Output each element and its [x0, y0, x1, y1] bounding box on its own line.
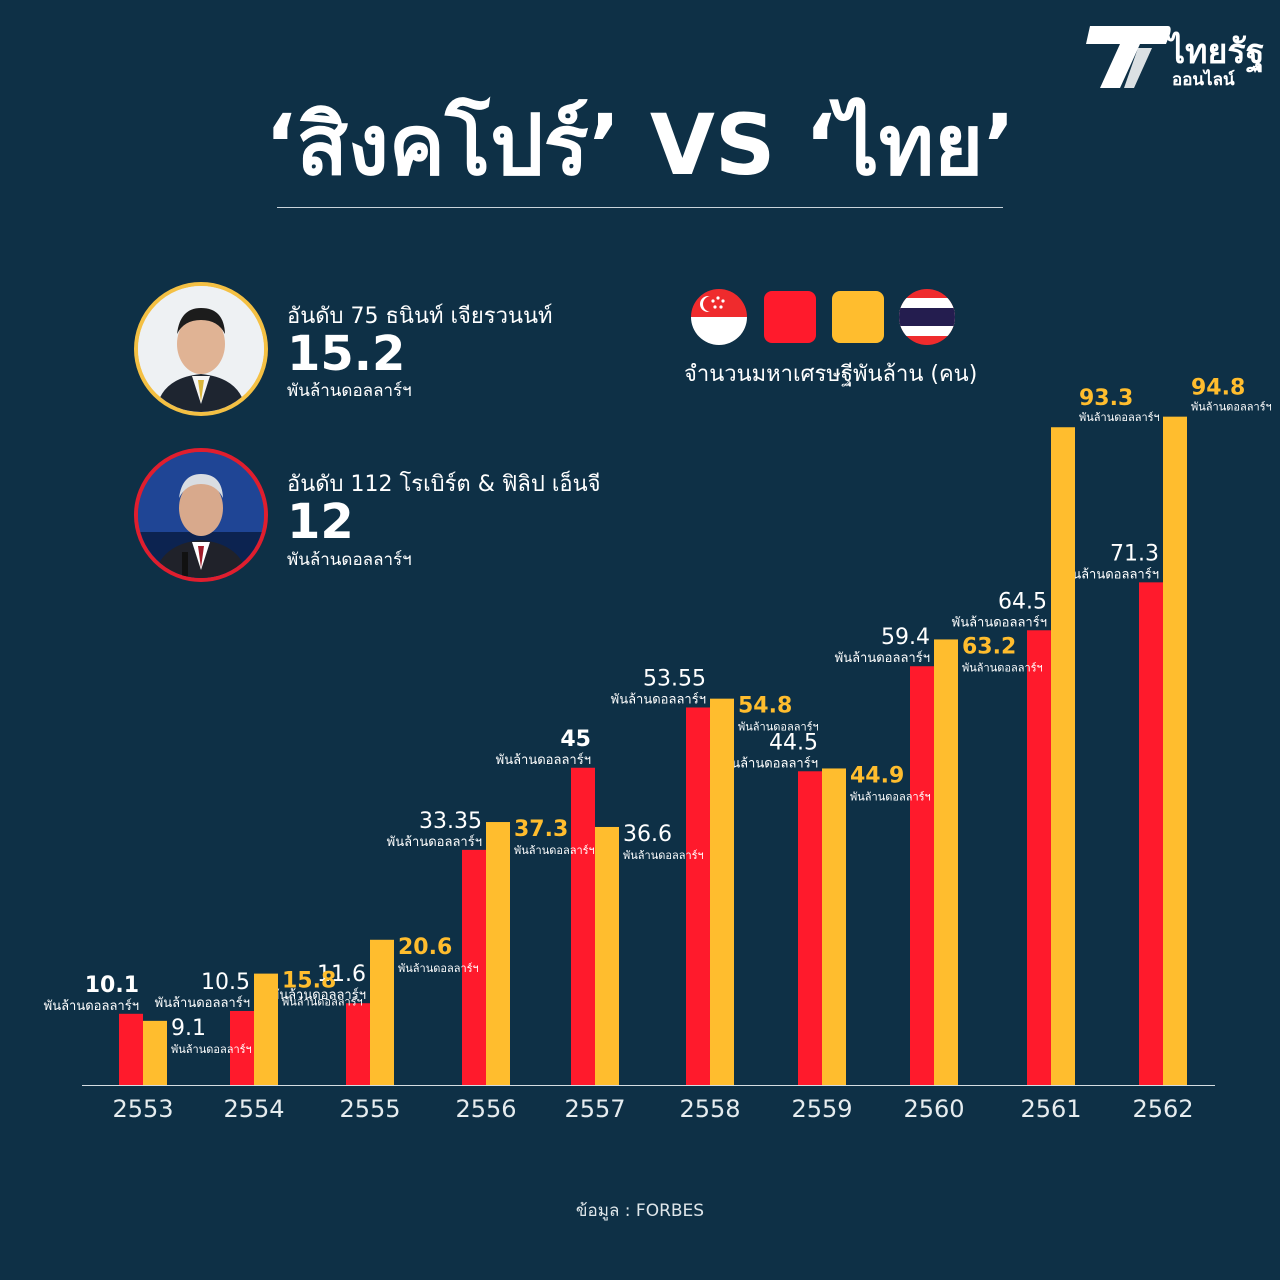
bar-singapore-2560 [910, 666, 934, 1085]
unit-label-singapore-2554: พันล้านดอลลาร์ฯ [155, 995, 250, 1011]
unit-label-singapore-2557: พันล้านดอลลาร์ฯ [496, 752, 591, 768]
unit-label-thailand-2562: พันล้านดอลลาร์ฯ [1191, 401, 1272, 414]
x-tick-2560: 2560 [903, 1095, 964, 1123]
value-label-singapore-2557: 45 [560, 727, 591, 752]
net-worth-1: 15.2 [287, 326, 406, 382]
value-label-thailand-2553: 9.1 [171, 1016, 206, 1041]
rank-label-1: อันดับ 75 ธนินท์ เจียรวนนท์ [287, 304, 553, 329]
bar-singapore-2556 [462, 849, 486, 1085]
value-label-thailand-2555: 20.6 [398, 935, 452, 960]
legend-caption: จำนวนมหาเศรษฐีพันล้าน (คน) [684, 362, 978, 387]
x-tick-2556: 2556 [455, 1095, 516, 1123]
bar-singapore-2562 [1139, 582, 1163, 1085]
bar-thailand-2562 [1163, 416, 1187, 1085]
x-tick-2555: 2555 [339, 1095, 400, 1123]
value-label-thailand-2562: 94.8 [1191, 376, 1245, 401]
bar-thailand-2559 [822, 768, 846, 1085]
value-label-singapore-2559: 44.5 [769, 730, 818, 755]
unit-label-thailand-2561: พันล้านดอลลาร์ฯ [1079, 411, 1160, 424]
unit-label-singapore-2560: พันล้านดอลลาร์ฯ [835, 650, 930, 666]
thailand-flag-icon [899, 289, 955, 345]
value-label-singapore-2556: 33.35 [419, 809, 482, 834]
unit-label-singapore-2553: พันล้านดอลลาร์ฯ [44, 998, 139, 1014]
avatar-ng-brothers [134, 448, 268, 582]
bar-thailand-2558 [710, 698, 734, 1085]
title-divider [277, 207, 1003, 208]
value-label-singapore-2561: 64.5 [998, 589, 1047, 614]
net-worth-2: 12 [287, 494, 354, 550]
bar-singapore-2558 [686, 707, 710, 1085]
bar-singapore-2554 [230, 1010, 254, 1085]
unit-label-thailand-2555: พันล้านดอลลาร์ฯ [398, 962, 479, 975]
unit-label-2: พันล้านดอลลาร์ฯ [287, 550, 412, 570]
unit-label-thailand-2558: พันล้านดอลลาร์ฯ [738, 721, 819, 734]
rank-label-2: อันดับ 112 โรเบิร์ต & ฟิลิป เอ็นจี [287, 472, 601, 497]
bar-thailand-2561 [1051, 427, 1075, 1085]
bar-thailand-2556 [486, 822, 510, 1085]
thairath-logo-icon [1086, 26, 1171, 88]
unit-label-thailand-2559: พันล้านดอลลาร์ฯ [850, 790, 931, 803]
page-title: ‘สิงคโปร์’ VS ‘ไทย’ [264, 96, 1016, 194]
value-label-singapore-2555: 11.6 [317, 962, 366, 987]
value-label-singapore-2558: 53.55 [643, 666, 706, 691]
value-label-singapore-2560: 59.4 [881, 625, 930, 650]
unit-label-singapore-2556: พันล้านดอลลาร์ฯ [387, 834, 482, 850]
bar-thailand-2557 [595, 826, 619, 1085]
bar-singapore-2557 [571, 767, 595, 1085]
x-tick-2554: 2554 [223, 1095, 284, 1123]
value-label-thailand-2558: 54.8 [738, 694, 792, 719]
unit-label-singapore-2558: พันล้านดอลลาร์ฯ [611, 691, 706, 707]
value-label-singapore-2553: 10.1 [85, 973, 139, 998]
x-tick-2557: 2557 [564, 1095, 625, 1123]
unit-label-singapore-2559: พันล้านดอลลาร์ฯ [723, 755, 818, 771]
unit-label-thailand-2557: พันล้านดอลลาร์ฯ [623, 849, 704, 862]
value-label-thailand-2556: 37.3 [514, 817, 568, 842]
avatar-dhanin [134, 282, 268, 416]
brand-name: ไทยรัฐ [1168, 32, 1265, 72]
bar-thailand-2560 [934, 639, 958, 1085]
bar-singapore-2553 [119, 1013, 143, 1085]
value-label-singapore-2554: 10.5 [201, 970, 250, 995]
x-tick-2562: 2562 [1132, 1095, 1193, 1123]
unit-label-singapore-2561: พันล้านดอลลาร์ฯ [952, 614, 1047, 630]
unit-label-singapore-2562: พันล้านดอลลาร์ฯ [1064, 566, 1159, 582]
unit-label-thailand-2556: พันล้านดอลลาร์ฯ [514, 844, 595, 857]
value-label-thailand-2554: 15.8 [282, 969, 336, 994]
unit-label-1: พันล้านดอลลาร์ฯ [287, 381, 412, 401]
unit-label-thailand-2554: พันล้านดอลลาร์ฯ [282, 996, 363, 1009]
value-label-thailand-2557: 36.6 [623, 822, 672, 847]
bar-thailand-2553 [143, 1020, 167, 1085]
bar-thailand-2554 [254, 973, 278, 1085]
bar-singapore-2559 [798, 771, 822, 1085]
legend-thailand-swatch [832, 291, 884, 343]
value-label-singapore-2562: 71.3 [1110, 541, 1159, 566]
x-tick-2559: 2559 [791, 1095, 852, 1123]
x-tick-2561: 2561 [1020, 1095, 1081, 1123]
value-label-thailand-2559: 44.9 [850, 763, 904, 788]
legend-singapore-swatch [764, 291, 816, 343]
value-label-thailand-2560: 63.2 [962, 634, 1016, 659]
x-tick-2553: 2553 [112, 1095, 173, 1123]
unit-label-singapore-2555: พันล้านดอลลาร์ฯ [271, 987, 366, 1003]
bar-singapore-2555 [346, 1003, 370, 1085]
x-tick-2558: 2558 [679, 1095, 740, 1123]
bar-thailand-2555 [370, 939, 394, 1085]
unit-label-thailand-2560: พันล้านดอลลาร์ฯ [962, 661, 1043, 674]
unit-label-thailand-2553: พันล้านดอลลาร์ฯ [171, 1043, 252, 1056]
value-label-thailand-2561: 93.3 [1079, 386, 1133, 411]
brand-sub: ออนไลน์ [1172, 70, 1235, 90]
bar-singapore-2561 [1027, 630, 1051, 1085]
source-note: ข้อมูล : FORBES [575, 1201, 705, 1221]
